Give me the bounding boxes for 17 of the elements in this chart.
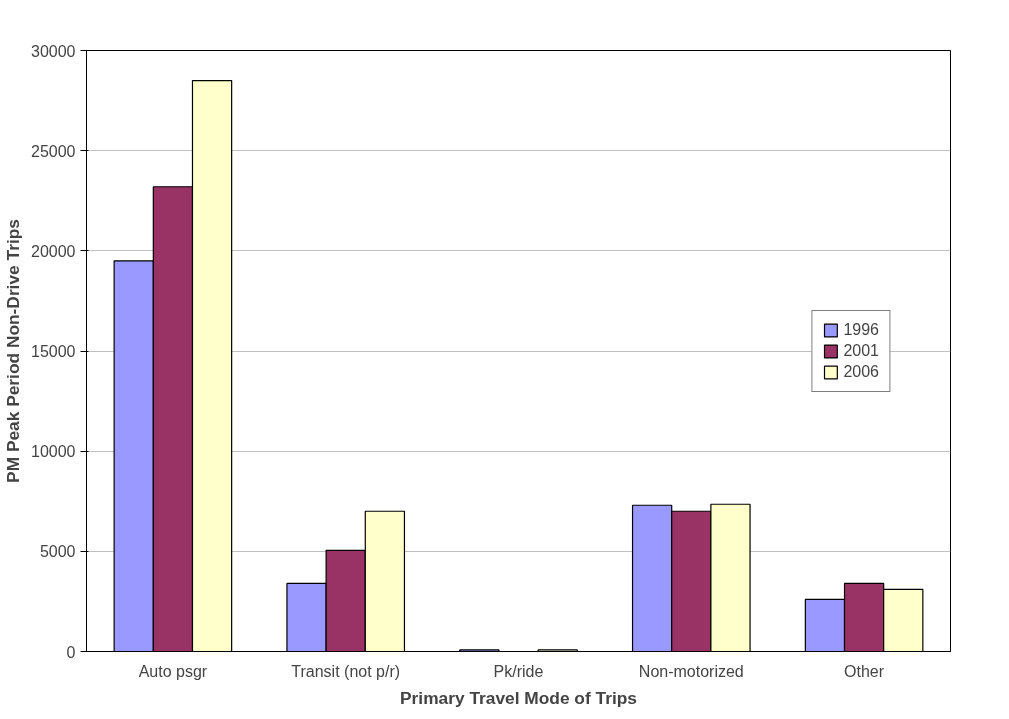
x-tick-label: Non-motorized (638, 662, 744, 680)
x-axis-title: Primary Travel Mode of Trips (400, 687, 637, 708)
y-tick-label: 15000 (31, 343, 76, 360)
y-tick-label: 25000 (31, 142, 76, 160)
y-tick-label: 5000 (39, 543, 76, 561)
y-axis-title: PM Peak Period Non-Drive Trips (3, 219, 24, 483)
x-tick-label: Transit (not p/r) (291, 662, 401, 680)
x-tick-label: Other (844, 662, 885, 680)
y-tick-label: 20000 (31, 242, 76, 260)
legend-label: 2001 (843, 341, 879, 360)
x-tick-label: Pk/ride (493, 662, 544, 680)
legend-label: 2006 (843, 362, 879, 381)
y-tick-label: 0 (66, 643, 76, 661)
y-tick-label: 30000 (31, 42, 76, 60)
legend-label: 1996 (843, 320, 879, 339)
y-tick-label: 10000 (31, 443, 76, 461)
x-tick-label: Auto psgr (138, 662, 208, 680)
